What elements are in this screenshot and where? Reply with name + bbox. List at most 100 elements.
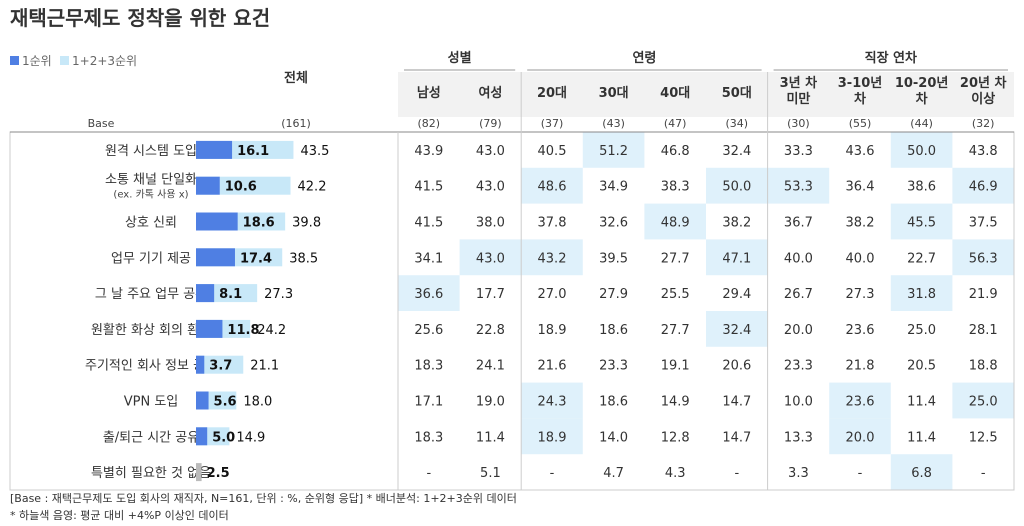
cell-value: 18.3 (414, 359, 443, 374)
cell-value: 21.8 (846, 359, 875, 374)
highlight-cell (767, 167, 830, 204)
cell-value: 27.9 (599, 287, 628, 302)
cell-value: 23.3 (784, 359, 813, 374)
highlight-cell (521, 167, 583, 204)
cell-value: 43.6 (846, 144, 875, 159)
cell-value: 24.1 (476, 359, 505, 374)
cell-value: 48.6 (538, 180, 567, 195)
cell-value: 26.7 (784, 287, 813, 302)
first-bar (196, 212, 238, 231)
cell-value: 50.0 (722, 180, 751, 195)
column-header: 30대 (599, 86, 629, 101)
row-label: 업무 기기 제공 (111, 251, 191, 266)
highlight-cell (952, 382, 1014, 419)
cell-value: 20.6 (722, 359, 751, 374)
cell-value: 28.1 (969, 323, 998, 338)
cell-value: 33.3 (784, 144, 813, 159)
cell-value: 18.9 (538, 430, 567, 445)
cell-value: 17.1 (414, 395, 443, 410)
first-bar (196, 140, 233, 159)
total-value-label: 38.5 (289, 251, 318, 266)
row-label: 출/퇴근 시간 공유 (103, 430, 199, 445)
highlight-cell (829, 418, 891, 455)
cell-value: 53.3 (784, 180, 813, 195)
base-value: (34) (726, 117, 749, 130)
cell-value: 46.8 (661, 144, 690, 159)
column-header: 여성 (478, 85, 502, 101)
total-value-label: 24.2 (257, 323, 286, 338)
cell-value: 32.6 (599, 216, 628, 231)
row-label: 특별히 필요한 것 없음 (91, 466, 211, 481)
cell-value: - (981, 466, 986, 481)
base-value: (30) (787, 117, 810, 130)
total-value-label: 14.9 (236, 430, 265, 445)
cell-value: 23.6 (846, 395, 875, 410)
chart-title: 재택근무제도 정착을 위한 요건 (10, 6, 270, 30)
column-header: 40대 (660, 86, 690, 101)
column-header-background (398, 72, 1014, 117)
total-value-label: 43.5 (300, 144, 329, 159)
cell-value: 47.1 (722, 251, 751, 266)
cell-value: 12.5 (969, 430, 998, 445)
column-header: 3-10년 차 (838, 76, 883, 107)
legend-first-swatch (10, 56, 19, 65)
row-label: 소통 채널 단일화 (105, 173, 197, 188)
row-label: 주기적인 회사 정보 공유 (85, 359, 217, 374)
cell-value: 23.3 (599, 359, 628, 374)
cell-value: 43.0 (476, 251, 505, 266)
cell-value: 24.3 (538, 395, 567, 410)
first-bar (196, 284, 215, 303)
cell-value: 5.1 (480, 466, 501, 481)
cell-value: 27.3 (846, 287, 875, 302)
base-value: (79) (479, 117, 502, 130)
highlight-cell (521, 382, 583, 419)
row-label: 상호 신뢰 (125, 216, 177, 231)
cell-value: 56.3 (969, 251, 998, 266)
cell-value: 11.4 (476, 430, 505, 445)
total-value-label: 42.2 (298, 180, 327, 195)
cell-value: 38.2 (846, 216, 875, 231)
cell-value: 48.9 (661, 216, 690, 231)
first-bar (196, 248, 235, 267)
cell-value: 32.4 (722, 144, 751, 159)
first-bar (196, 355, 205, 374)
total-value-label: 21.1 (250, 359, 279, 374)
cell-value: 41.5 (414, 216, 443, 231)
total-bar (196, 355, 244, 374)
total-value-label: 18.0 (243, 395, 272, 410)
cell-value: 38.2 (722, 216, 751, 231)
first-value-label: 5.6 (214, 395, 237, 410)
footnote-1: [Base : 재택근무제도 도입 회사의 재직자, N=161, 단위 : %… (10, 492, 517, 505)
cell-value: 4.7 (603, 466, 624, 481)
cell-value: 10.0 (784, 395, 813, 410)
column-header: 10-20년 차 (895, 76, 949, 107)
first-value-label: 11.8 (227, 323, 259, 338)
cell-value: 14.7 (722, 395, 751, 410)
cell-value: 36.4 (846, 180, 875, 195)
cell-value: 12.8 (661, 430, 690, 445)
cell-value: 14.7 (722, 430, 751, 445)
row-sublabel: (ex. 카톡 사용 x) (113, 189, 188, 201)
cell-value: 38.3 (661, 180, 690, 195)
highlight-cell (521, 418, 583, 455)
cell-value: 6.8 (911, 466, 932, 481)
cell-value: - (426, 466, 431, 481)
base-overall-value: (161) (281, 117, 311, 130)
cell-value: 17.7 (476, 287, 505, 302)
cell-value: 32.4 (722, 323, 751, 338)
cell-value: 29.4 (722, 287, 751, 302)
base-value: (32) (972, 117, 995, 130)
first-bar (196, 427, 208, 446)
cell-value: 43.9 (414, 144, 443, 159)
highlight-cell (398, 275, 460, 311)
cell-value: 40.5 (538, 144, 567, 159)
base-value: (43) (602, 117, 625, 130)
cell-value: 50.0 (907, 144, 936, 159)
highlight-cell (952, 167, 1014, 204)
cell-value: 14.9 (661, 395, 690, 410)
first-bar (196, 176, 220, 195)
base-value: (44) (910, 117, 933, 130)
cell-value: 4.3 (665, 466, 686, 481)
first-value-label: 8.1 (219, 287, 242, 302)
cell-value: 43.2 (538, 251, 567, 266)
